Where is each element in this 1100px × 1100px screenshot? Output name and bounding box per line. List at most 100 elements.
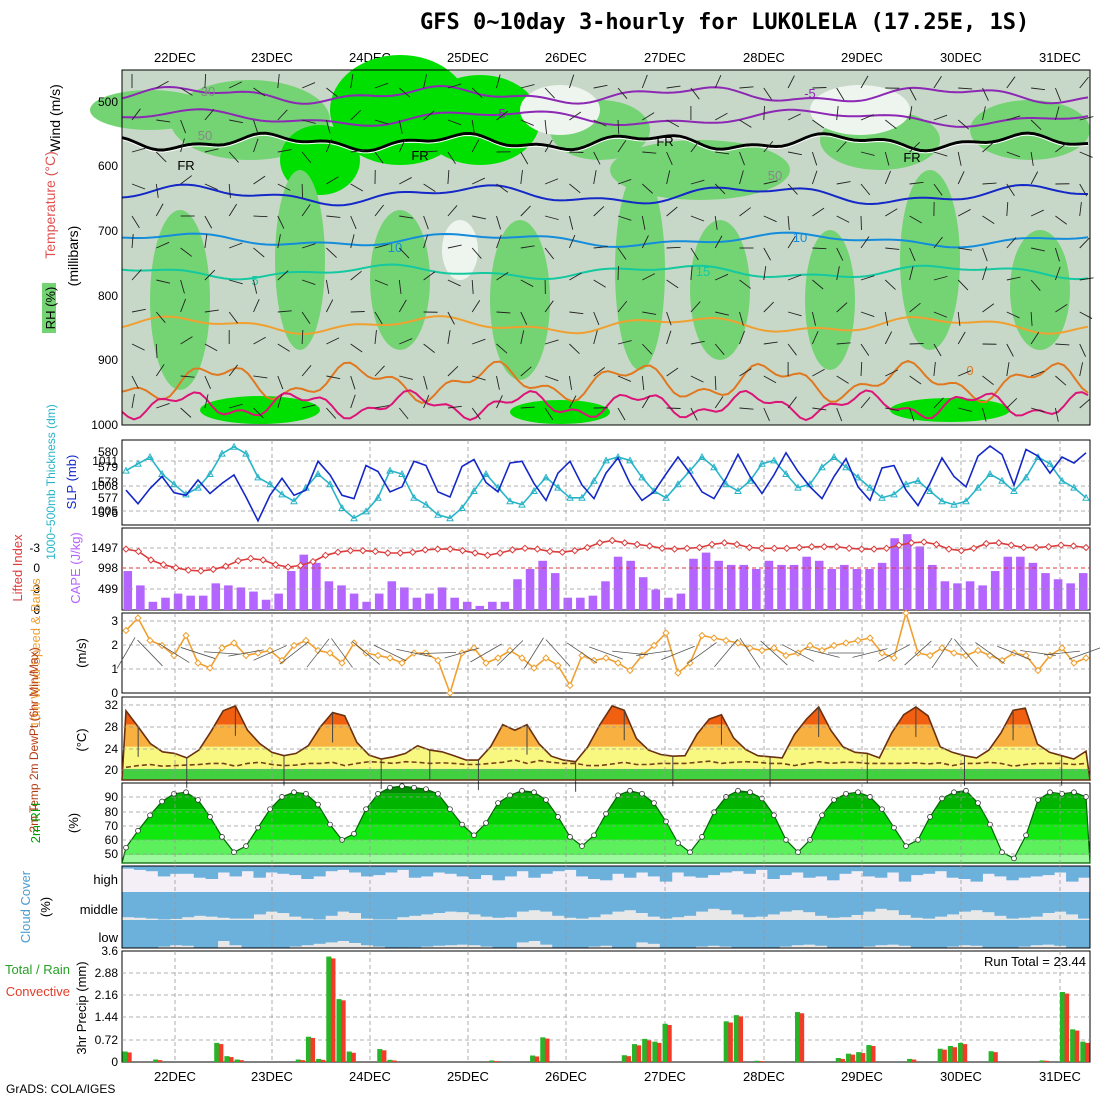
precip-total-bar-72 [856, 1052, 862, 1062]
lifted-index-point-56 [820, 543, 828, 551]
wind-barb-2-16 [520, 151, 529, 165]
surface-barb-0 [116, 637, 136, 669]
wind-speed-point-70 [962, 651, 970, 660]
wind-barb-1-13 [447, 119, 462, 126]
cape-bar-20 [374, 593, 384, 610]
rh-blob-17 [805, 230, 855, 370]
lifted-index-point-55 [808, 543, 816, 551]
wind-barb-7-37 [1030, 311, 1033, 326]
cloud-middle-42 [623, 892, 637, 911]
wind-barb-6-12 [423, 271, 436, 281]
wind-barb-5-39 [1079, 237, 1090, 249]
cape-bar-23 [412, 597, 422, 610]
cloud-high-36 [552, 866, 565, 872]
precip-total-bar-90 [1039, 1060, 1045, 1062]
wind-barb-8-39 [1079, 343, 1087, 357]
cape-bar-36 [576, 597, 585, 610]
cloud-middle-24 [408, 892, 422, 916]
wind-speed-point-30 [482, 659, 490, 667]
wind-speed-point-40 [602, 654, 610, 662]
wind-barb-9-4 [228, 364, 238, 377]
wind-barb-0-21 [641, 74, 648, 89]
wind-barb-7-20 [617, 300, 628, 313]
wind-barb-6-39 [1079, 277, 1094, 281]
wind-barb-3-15 [496, 183, 509, 193]
precip-total-bar-62 [754, 1060, 760, 1062]
run-total: Run Total = 23.44 [984, 954, 1086, 969]
cloud-middle-6 [193, 892, 207, 916]
wind-barb-6-28 [812, 279, 824, 290]
wind-barb-0-7 [301, 82, 316, 89]
cape-bar-74 [1053, 579, 1063, 610]
wind-barb-6-27 [787, 274, 802, 281]
cloud-middle-79 [1066, 892, 1079, 915]
wind-barb-2-32 [909, 141, 920, 153]
cloud-middle-47 [683, 892, 697, 916]
wind-barb-2-36 [1006, 151, 1021, 158]
cloud-middle-15 [301, 892, 314, 919]
precip-total-bar-36 [489, 1060, 495, 1062]
surface-barb-62 [852, 648, 888, 658]
rh-blob-23 [890, 398, 1010, 422]
precip-total-bar-11 [234, 1059, 240, 1062]
cloud-middle-44 [647, 892, 661, 917]
cloud-low-35 [540, 920, 553, 945]
wind-barb-7-31 [884, 311, 889, 326]
rh-point-11 [255, 824, 261, 831]
lifted-index-point-36 [571, 546, 579, 555]
ylabel-rh: RH (%) [43, 287, 58, 330]
wind-barb-1-24 [714, 112, 728, 121]
contour-label-8: 5 [251, 273, 258, 288]
cloud-middle-28 [456, 892, 470, 913]
contour-label-3: FR [411, 148, 428, 163]
wind-barb-6-7 [301, 279, 316, 285]
surface-barb-78 [1044, 650, 1080, 656]
wind-barb-7-26 [763, 301, 775, 313]
wind-barb-4-32 [909, 215, 922, 224]
date-label-bottom-2: 24DEC [349, 1069, 391, 1084]
thickness-point-40 [602, 456, 610, 464]
wind-speed-point-9 [230, 639, 238, 647]
wind-barb-8-3 [204, 343, 218, 352]
cloud-low-48 [695, 920, 709, 947]
wind-barb-1-7 [301, 119, 316, 124]
lifted-index-point-20 [371, 547, 380, 556]
wind-barb-10-6 [277, 394, 283, 409]
cloud-middle-21 [372, 892, 386, 920]
wind-barb-0-4 [229, 81, 242, 89]
wind-barb-2-30 [860, 151, 875, 156]
cloud-low-25 [420, 920, 434, 947]
cloud-low-36 [552, 920, 565, 948]
cloud-middle-5 [181, 892, 195, 918]
wind-barb-4-21 [641, 215, 646, 230]
rh-point-5 [183, 789, 189, 796]
cape-bar-49 [739, 564, 749, 610]
rh-point-42 [627, 787, 633, 794]
thickness-line [125, 445, 1087, 520]
cloud-high-30 [480, 866, 493, 876]
precip-tick-5: 0 [111, 1055, 118, 1069]
rh-blob-12 [275, 170, 325, 350]
lifted-index-point-22 [396, 549, 404, 557]
wind-barb-8-33 [933, 343, 942, 357]
rh-point-10 [243, 843, 249, 849]
cloud-high-64 [886, 866, 900, 873]
lifted-index-point-70 [995, 539, 1003, 547]
wind-barb-1-32 [909, 106, 913, 121]
wind-barb-6-10 [374, 279, 389, 286]
lifted-index-point-41 [633, 540, 641, 549]
wind-barb-2-28 [811, 151, 818, 166]
cloud-middle-62 [862, 892, 876, 912]
wind-barb-0-6 [277, 74, 280, 89]
wind-barb-4-19 [593, 206, 605, 217]
cloud-middle-46 [671, 892, 685, 918]
wind-barb-2-23 [690, 140, 700, 153]
thickness-point-77 [1046, 459, 1054, 467]
slp-line [125, 444, 1087, 523]
wind-barb-9-34 [958, 370, 972, 377]
thickness-point-39 [590, 476, 598, 484]
lifted-index-point-54 [795, 543, 803, 552]
cloud-low-14 [289, 920, 302, 947]
thickness-point-29 [470, 486, 478, 494]
